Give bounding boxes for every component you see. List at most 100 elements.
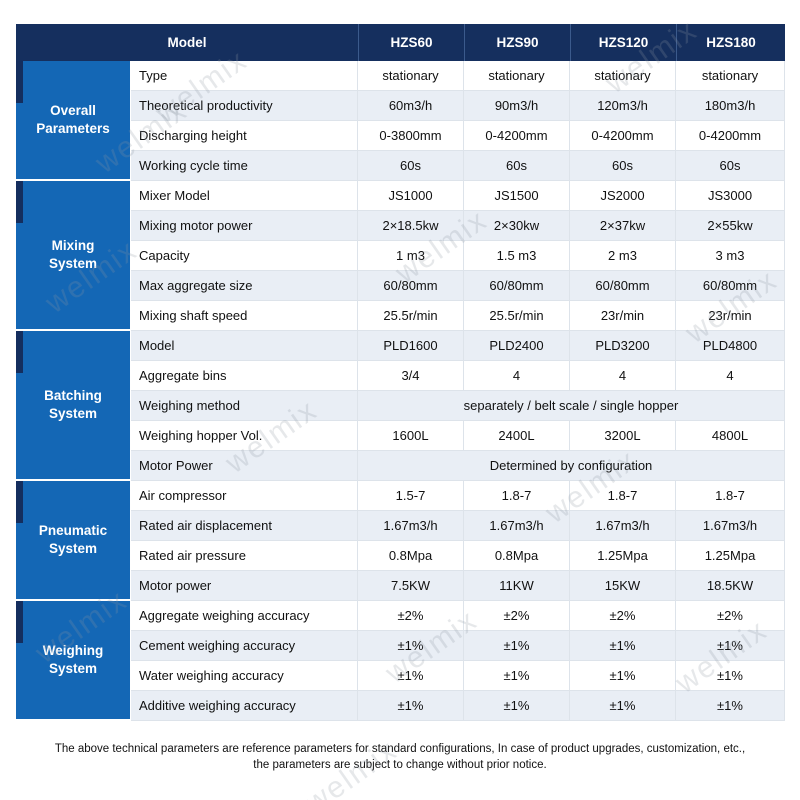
param-name: Rated air pressure (131, 541, 358, 571)
table-row: Batching System Model PLD1600 PLD2400 PLD320… (16, 331, 785, 481)
table-row: Capacity 1 m3 1.5 m3 2 m3 3 m3 (16, 241, 785, 271)
footer-line-2: the parameters are subject to change wit… (253, 758, 547, 771)
param-value: ±1% (676, 661, 785, 691)
table-row: Mixing motor power 2×18.5kw 2×30kw 2×37kw 2×… (16, 211, 785, 241)
param-value: 1.25Mpa (676, 541, 785, 571)
table-header: Model HZS60 HZS90 HZS120 HZS180 (16, 24, 785, 61)
spec-table: Model HZS60 HZS90 HZS120 HZS180 Overall … (16, 24, 785, 721)
param-value: ±1% (464, 631, 570, 661)
table-row: Weighing System Aggregate weighing accura… (16, 601, 785, 721)
param-value: PLD2400 (464, 331, 570, 361)
param-value: 2 m3 (570, 241, 676, 271)
param-name: Mixer Model (131, 181, 358, 211)
param-value: 23r/min (676, 301, 785, 331)
param-name: Working cycle time (131, 151, 358, 181)
param-value: 60s (676, 151, 785, 181)
param-value: 25.5r/min (464, 301, 570, 331)
table-row: Weighing hopper Vol. 1600L 2400L 3200L 4800L (16, 421, 785, 451)
param-value: 0.8Mpa (358, 541, 464, 571)
param-value: 120m3/h (570, 91, 676, 121)
param-value: 2400L (464, 421, 570, 451)
footer-note: The above technical parameters are refer… (0, 742, 800, 773)
param-value: 2×55kw (676, 211, 785, 241)
param-value: 2×18.5kw (358, 211, 464, 241)
param-value: 4 (676, 361, 785, 391)
param-value: 60/80mm (464, 271, 570, 301)
param-value: 1.8-7 (570, 481, 676, 511)
param-value: 60m3/h (358, 91, 464, 121)
param-name: Air compressor (131, 481, 358, 511)
param-value: 180m3/h (676, 91, 785, 121)
param-value: 7.5KW (358, 571, 464, 601)
param-value: 1 m3 (358, 241, 464, 271)
param-name: Cement weighing accuracy (131, 631, 358, 661)
param-value: 3/4 (358, 361, 464, 391)
table-row: Water weighing accuracy ±1% ±1% ±1% ±1% (16, 661, 785, 691)
param-name: Type (131, 61, 358, 91)
param-value: stationary (676, 61, 785, 91)
table-row: Additive weighing accuracy ±1% ±1% ±1% ±1% (16, 691, 785, 721)
param-value: 1.67m3/h (464, 511, 570, 541)
param-name: Mixing motor power (131, 211, 358, 241)
table-row: Theoretical productivity 60m3/h 90m3/h 120m… (16, 91, 785, 121)
param-value: JS3000 (676, 181, 785, 211)
param-name: Motor Power (131, 451, 358, 481)
param-value: JS1000 (358, 181, 464, 211)
param-value: ±1% (358, 631, 464, 661)
model-header-cell: Model (16, 24, 358, 61)
param-name: Weighing hopper Vol. (131, 421, 358, 451)
param-value: 60/80mm (676, 271, 785, 301)
group-label-mixing-system: Mixing System (16, 181, 131, 331)
param-value: 60s (570, 151, 676, 181)
param-name: Capacity (131, 241, 358, 271)
footer-line-1: The above technical parameters are refer… (54, 743, 746, 755)
param-value: 25.5r/min (358, 301, 464, 331)
table-row: Working cycle time 60s 60s 60s 60s (16, 151, 785, 181)
column-header-hzs120: HZS120 (570, 24, 676, 61)
param-value: 3200L (570, 421, 676, 451)
group-label-pneumatic-system: Pneumatic System (16, 481, 131, 601)
param-value: ±1% (358, 691, 464, 721)
param-value: ±1% (676, 691, 785, 721)
param-value: 4 (464, 361, 570, 391)
table-row: Rated air displacement 1.67m3/h 1.67m3/h 1.… (16, 511, 785, 541)
table-row: Mixing shaft speed 25.5r/min 25.5r/min 23r/… (16, 301, 785, 331)
header-row: Model HZS60 HZS90 HZS120 HZS180 (16, 24, 785, 61)
column-header-hzs90: HZS90 (464, 24, 570, 61)
table-body: Overall Parameters Type stationary stationa… (16, 61, 785, 721)
param-value: ±1% (570, 691, 676, 721)
param-value: 1600L (358, 421, 464, 451)
param-name: Rated air displacement (131, 511, 358, 541)
param-value: 15KW (570, 571, 676, 601)
table-row: Motor Power Determined by configuration (16, 451, 785, 481)
param-value: 11KW (464, 571, 570, 601)
param-value: 1.5-7 (358, 481, 464, 511)
table-row: Max aggregate size 60/80mm 60/80mm 60/80mm 6… (16, 271, 785, 301)
group-label-batching-system: Batching System (16, 331, 131, 481)
param-value: 23r/min (570, 301, 676, 331)
table-row: Motor power 7.5KW 11KW 15KW 18.5KW (16, 571, 785, 601)
param-value: ±2% (676, 601, 785, 631)
param-name: Aggregate bins (131, 361, 358, 391)
param-value: 60s (464, 151, 570, 181)
param-value: 18.5KW (676, 571, 785, 601)
param-value: 60/80mm (358, 271, 464, 301)
param-value: 0-4200mm (570, 121, 676, 151)
param-value: 4 (570, 361, 676, 391)
param-value: PLD4800 (676, 331, 785, 361)
param-name: Discharging height (131, 121, 358, 151)
param-value: 0-3800mm (358, 121, 464, 151)
param-value: ±1% (358, 661, 464, 691)
param-value: ±1% (676, 631, 785, 661)
table-row: Mixing System Mixer Model JS1000 JS1500 JS20… (16, 181, 785, 331)
param-value: 60s (358, 151, 464, 181)
param-name: Theoretical productivity (131, 91, 358, 121)
param-name: Additive weighing accuracy (131, 691, 358, 721)
param-value: 2×37kw (570, 211, 676, 241)
table-row: Discharging height 0-3800mm 0-4200mm 0-4200… (16, 121, 785, 151)
param-value: ±2% (358, 601, 464, 631)
param-value-span: separately / belt scale / single hopper (358, 391, 785, 421)
param-value: 1.25Mpa (570, 541, 676, 571)
param-value: 90m3/h (464, 91, 570, 121)
